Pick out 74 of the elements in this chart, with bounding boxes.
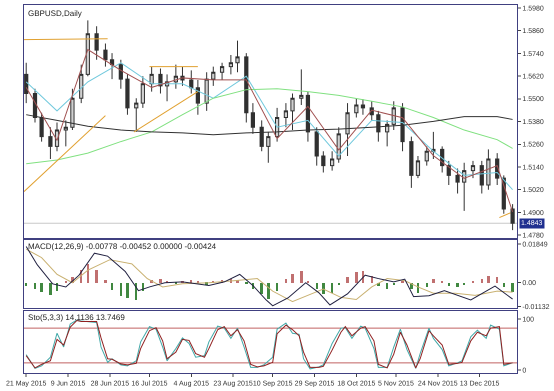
bar [276,282,278,291]
bar [34,282,36,289]
bar [260,282,263,294]
bar [316,282,318,289]
candlestick [360,98,366,116]
candlestick [431,131,436,160]
line-series [26,62,514,190]
candlestick [235,40,240,73]
bar [355,272,358,283]
bar [432,278,435,283]
bar [346,276,349,283]
bar [487,276,490,283]
bar [448,282,450,286]
candlestick [284,102,288,128]
bar [291,274,294,283]
candlestick [180,66,185,86]
candlestick [330,150,334,172]
bar [49,282,52,295]
candlestick [189,70,194,94]
candlestick [110,52,114,80]
candlestick [118,59,123,90]
candlestick [244,52,248,123]
candlestick [354,98,358,118]
bar [40,282,43,292]
candlestick [125,74,130,116]
candlestick [150,66,154,92]
line-series [26,88,514,164]
candlestick [86,20,90,77]
bar [300,270,303,283]
bar [126,282,129,298]
bar [267,282,270,299]
bar [25,282,27,286]
candlestick [211,66,216,86]
candlestick [48,126,53,160]
candlestick [416,155,420,179]
bar [503,282,505,287]
bar [95,270,98,283]
bar [111,282,113,290]
bar [496,276,498,283]
candlestick [486,148,491,190]
candlestick [446,160,451,186]
bar [386,282,388,289]
candlestick [321,150,326,173]
candlestick [462,162,466,212]
candlestick [174,64,178,90]
bar [481,278,483,283]
candlestick [480,160,484,194]
bar [104,280,107,283]
bar [159,278,162,283]
candlestick [79,64,84,104]
candlestick [409,136,414,188]
bar [120,282,122,296]
candlestick [299,68,304,106]
text: GBPUSD,Daily [28,9,82,18]
chart-title: MACD(12,26,9) -0.00778 -0.00452 0.00000 -0.00424 [28,242,217,251]
candlestick [470,160,476,179]
candlestick [196,80,200,116]
candlestick [94,26,99,60]
chart-title: Sto(5,3,3) 14.1136 13.7469 [28,313,126,322]
candlestick [140,76,145,108]
candlestick [228,54,233,75]
candlestick [24,62,28,104]
bar [87,264,89,283]
candlestick [424,146,429,166]
candlestick [510,204,515,231]
candlestick [103,42,108,68]
bar [426,282,428,287]
candlestick [455,168,460,194]
bar [285,278,287,283]
bar [511,282,514,292]
candlestick [220,62,224,81]
bar [331,282,333,293]
bar [456,282,459,287]
line-series [26,49,514,212]
